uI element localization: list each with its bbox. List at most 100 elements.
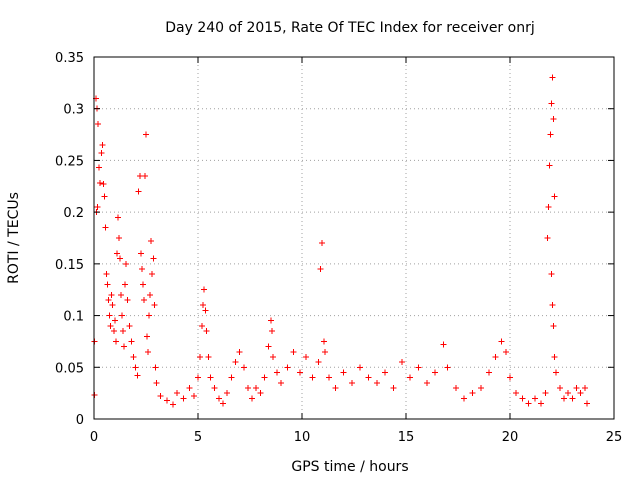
plot-frame xyxy=(93,56,615,420)
data-point xyxy=(549,74,556,81)
data-point xyxy=(211,384,218,391)
data-point xyxy=(113,250,120,257)
data-point xyxy=(163,397,170,404)
data-point xyxy=(309,374,316,381)
data-point xyxy=(124,297,131,304)
data-point xyxy=(153,379,160,386)
data-point xyxy=(531,395,538,402)
y-tick-label: 0.05 xyxy=(55,361,84,376)
data-point xyxy=(577,390,584,397)
data-point xyxy=(101,193,108,200)
grid xyxy=(94,57,614,419)
data-point xyxy=(507,374,513,381)
data-point xyxy=(205,353,212,360)
data-point xyxy=(321,348,328,355)
data-point xyxy=(228,374,235,381)
data-point xyxy=(174,390,181,397)
data-point xyxy=(357,364,364,371)
data-point xyxy=(269,353,276,360)
data-point xyxy=(119,312,126,319)
data-point xyxy=(108,291,115,298)
data-point xyxy=(525,400,532,407)
data-point xyxy=(126,322,133,329)
data-point xyxy=(130,353,137,360)
data-point xyxy=(348,379,355,386)
data-point xyxy=(561,395,568,402)
data-point xyxy=(150,255,157,262)
data-point xyxy=(146,312,153,319)
data-marks xyxy=(91,74,590,408)
data-point xyxy=(190,393,197,400)
data-point xyxy=(111,317,118,324)
data-point xyxy=(492,353,499,360)
data-point xyxy=(513,390,520,397)
data-point xyxy=(240,364,247,371)
data-point xyxy=(549,302,556,309)
data-point xyxy=(157,393,164,400)
data-point xyxy=(105,297,112,304)
data-point xyxy=(317,266,324,273)
data-point xyxy=(551,193,558,200)
data-point xyxy=(197,353,204,360)
data-point xyxy=(290,348,297,355)
data-point xyxy=(365,374,372,381)
y-axis-label: ROTI / TECUs xyxy=(6,192,22,284)
data-point xyxy=(550,116,557,123)
data-point xyxy=(139,281,146,288)
data-point xyxy=(415,364,422,371)
data-point xyxy=(137,250,144,257)
data-point xyxy=(556,384,563,391)
data-point xyxy=(102,224,109,231)
data-point xyxy=(498,338,505,345)
data-point xyxy=(244,384,251,391)
data-point xyxy=(320,338,327,345)
data-point xyxy=(569,395,576,402)
data-point xyxy=(215,395,222,402)
data-point xyxy=(332,384,339,391)
x-tick-label: 5 xyxy=(194,430,202,445)
data-point xyxy=(398,359,405,366)
data-point xyxy=(583,400,590,407)
data-point xyxy=(151,302,158,309)
data-point xyxy=(340,369,347,376)
x-axis-label: GPS time / hours xyxy=(291,459,408,475)
data-point xyxy=(201,286,208,293)
data-point xyxy=(122,281,129,288)
axis-ticks: 0 5 10 15 20 25 0 0.05 0.1 0.15 0.2 0.25 0.3 0.35 xyxy=(55,51,622,445)
data-point xyxy=(551,353,558,360)
data-point xyxy=(545,203,552,210)
data-point xyxy=(115,235,122,241)
x-tick-label: 15 xyxy=(398,430,415,445)
data-point xyxy=(149,271,156,278)
y-tick-label: 0.2 xyxy=(63,206,84,221)
data-point xyxy=(542,390,549,397)
chart-title: Day 240 of 2015, Rate Of TEC Index for r… xyxy=(165,20,534,36)
data-point xyxy=(195,374,201,381)
data-point xyxy=(502,348,509,355)
x-tick-label: 10 xyxy=(294,430,311,445)
data-point xyxy=(519,395,526,402)
data-point xyxy=(296,369,303,376)
data-point xyxy=(432,369,439,376)
y-tick-label: 0.15 xyxy=(55,258,84,273)
data-point xyxy=(140,297,147,304)
data-point xyxy=(261,374,268,381)
data-point xyxy=(96,164,103,171)
x-tick-label: 25 xyxy=(606,430,623,445)
y-tick-label: 0.35 xyxy=(55,51,84,66)
data-point xyxy=(452,384,459,391)
data-point xyxy=(199,322,206,329)
data-point xyxy=(581,384,588,391)
data-point xyxy=(257,390,264,397)
data-point xyxy=(444,364,451,371)
data-point xyxy=(95,121,102,128)
data-point xyxy=(118,291,125,298)
data-point xyxy=(573,384,580,391)
data-point xyxy=(186,384,193,391)
data-point xyxy=(170,401,177,408)
data-point xyxy=(144,333,151,340)
data-point xyxy=(143,131,149,138)
x-tick-label: 0 xyxy=(90,430,98,445)
data-point xyxy=(123,260,130,267)
